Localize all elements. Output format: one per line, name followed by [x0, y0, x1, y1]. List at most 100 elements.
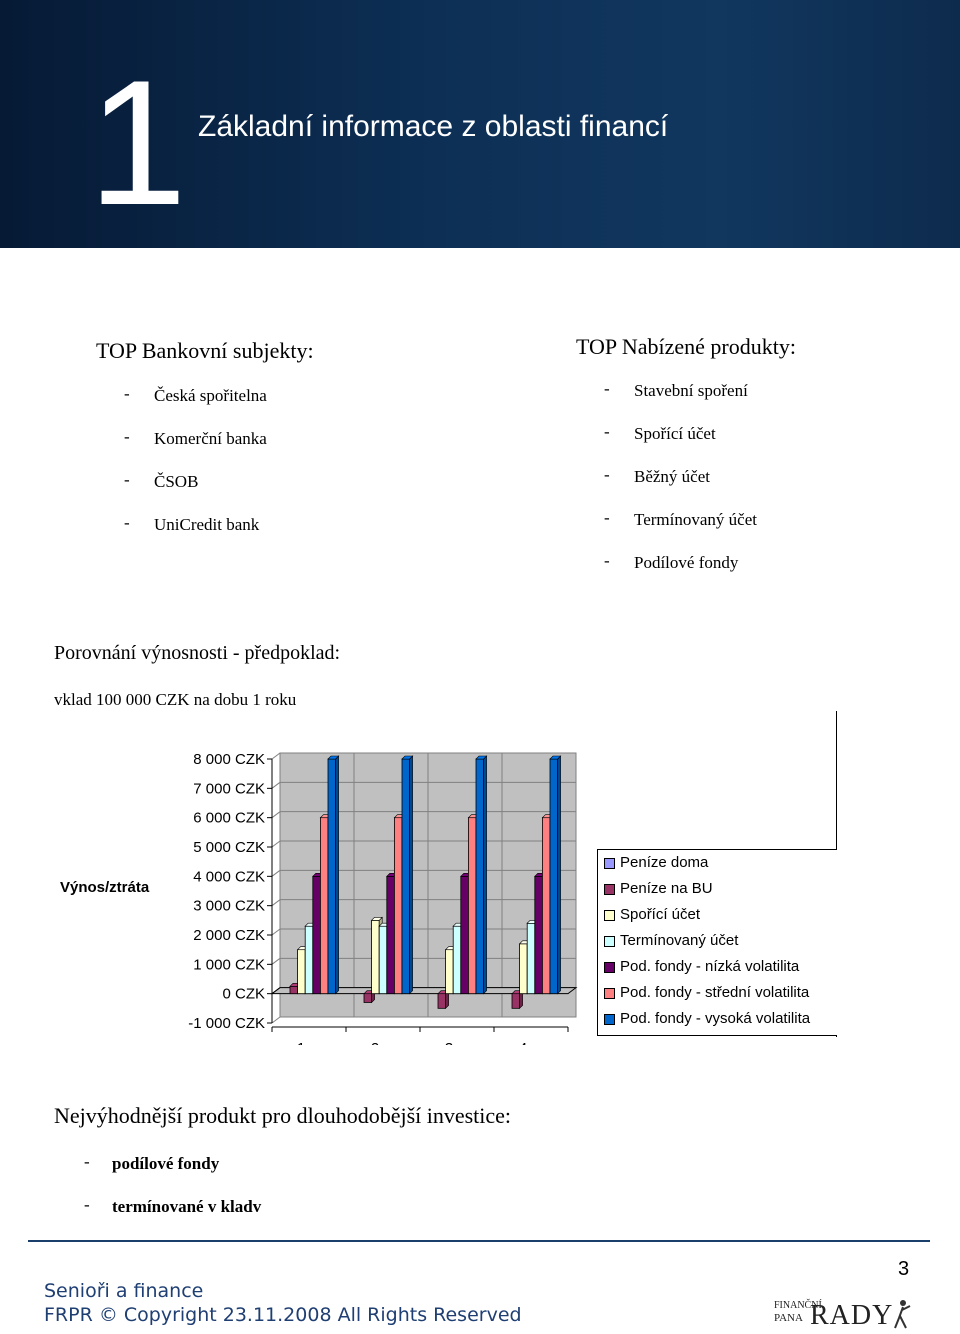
chart-side-gridline [271, 899, 281, 907]
list-item: - Podílové fondy [604, 551, 739, 572]
chart-side-gridline [271, 840, 281, 848]
y-tick-label: 5 000 CZK [193, 839, 265, 856]
figure-icon [894, 1300, 911, 1329]
list-item: - podílové fondy [84, 1152, 220, 1173]
chart-bar [467, 817, 477, 995]
chart-bar [445, 949, 454, 995]
legend-label: Spořící účet [620, 906, 701, 923]
financni-rady-logo: FINANČNÍ PANA RADY [772, 1296, 922, 1332]
products-list: - Stavební spoření - Spořící účet - Běžný ú… [604, 379, 904, 594]
list-item: - UniCredit bank [124, 513, 260, 534]
chart-bar [437, 993, 446, 1009]
chart-bar [511, 993, 520, 1009]
list-item: - Stavební spoření [604, 379, 748, 400]
legend-swatch [604, 988, 615, 999]
chart-bar-side [483, 755, 487, 995]
y-tick-label: -1 000 CZK [188, 1015, 265, 1032]
chart-bar-side [335, 755, 339, 995]
banks-list: - Česká spořitelna - Komerční banka - ČSOB … [124, 384, 424, 556]
chart-bar [297, 949, 306, 995]
chart-bar-top [475, 755, 488, 760]
chart-side-gridline [271, 811, 281, 819]
y-tick-label: 0 CZK [222, 986, 265, 1003]
chart-side-gridline [271, 781, 281, 789]
y-tick-label: 8 000 CZK [193, 751, 265, 768]
chart-bar [475, 758, 484, 995]
list-item: - ČSOB [124, 470, 199, 491]
banks-title: TOP Bankovní subjekty: [96, 338, 314, 363]
best-product-list: - podílové fondy - termínované v kladv [84, 1152, 484, 1238]
chart-bar-side [409, 755, 413, 995]
chart-bar [452, 925, 462, 995]
chart-bar [386, 875, 395, 995]
x-tick-label: 2 [371, 1040, 379, 1045]
chart-bar [363, 993, 372, 1003]
list-item: - termínované v kladv [84, 1195, 262, 1216]
chart-bar-side [557, 755, 561, 995]
legend-swatch [604, 962, 615, 973]
chart-bar [289, 985, 298, 995]
y-tick-label: 7 000 CZK [193, 780, 265, 797]
legend-swatch [604, 1014, 615, 1025]
chart-bar-top [401, 755, 414, 760]
legend-swatch [604, 910, 615, 921]
footer-copyright: FRPR © Copyright 23.11.2008 All Rights R… [44, 1304, 522, 1326]
x-tick-label: 4 [519, 1040, 527, 1045]
comparison-subtitle: vklad 100 000 CZK na dobu 1 roku [54, 690, 297, 709]
legend-swatch [604, 884, 615, 895]
yield-chart: 8 000 CZK 7 000 CZK 6 000 CZK 5 000 CZK 4 00… [188, 751, 578, 1045]
chart-bar [393, 817, 403, 995]
list-item: - Spořící účet [604, 422, 716, 443]
chart-side-gridline [271, 869, 281, 877]
legend-label: Termínovaný účet [620, 932, 739, 949]
chart-bar [371, 919, 380, 995]
y-tick-label: 6 000 CZK [193, 810, 265, 827]
list-item: - Termínovaný účet [604, 508, 757, 529]
footer-divider [28, 1240, 930, 1242]
chart-bar-top [370, 917, 383, 921]
legend-swatch [604, 858, 615, 869]
chart-bar-top [549, 755, 562, 760]
chart-bar [526, 922, 536, 995]
legend-label: Pod. fondy - střední volatilita [620, 984, 810, 1001]
list-item: - Běžný účet [604, 465, 710, 486]
chart-side-gridline [271, 957, 281, 965]
chart-bar [304, 925, 314, 995]
header-banner: 1 Základní informace z oblasti financí [0, 0, 960, 248]
chart-bar [460, 875, 469, 995]
chart-y-axis-label: Výnos/ztráta [60, 879, 150, 896]
logo-text-top: FINANČNÍ [774, 1300, 822, 1311]
comparison-title: Porovnání výnosnosti - předpoklad: [54, 642, 341, 664]
chart-bar [401, 758, 410, 995]
footer-title: Senioři a finance [44, 1280, 204, 1302]
x-tick-label: 1 [297, 1040, 305, 1045]
chart-bar [319, 817, 329, 995]
list-item: - Komerční banka [124, 427, 267, 448]
chart-bar [327, 758, 336, 995]
logo-text-main: RADY [810, 1300, 894, 1331]
chart-legend: Peníze doma Peníze na BU Spořící účet Termí… [597, 849, 837, 1036]
legend-label: Pod. fondy - vysoká volatilita [620, 1010, 811, 1027]
legend-swatch [604, 936, 615, 947]
list-item: - Česká spořitelna [124, 384, 267, 405]
legend-label: Peníze doma [620, 854, 709, 871]
page-number: 3 [898, 1258, 910, 1280]
chart-bar [519, 943, 528, 995]
y-tick-label: 2 000 CZK [193, 927, 265, 944]
chart-bar [312, 875, 321, 995]
logo-text-bottom: PANA [774, 1312, 803, 1324]
y-tick-label: 4 000 CZK [193, 868, 265, 885]
chart-bar [549, 758, 558, 995]
chart-bar-top [327, 755, 340, 760]
products-title: TOP Nabízené produkty: [576, 334, 796, 359]
legend-label: Peníze na BU [620, 880, 713, 897]
chart-side-gridline [271, 928, 281, 936]
best-product-title: Nejvýhodnější produkt pro dlouhodobější … [54, 1103, 512, 1128]
y-tick-label: 3 000 CZK [193, 898, 265, 915]
chapter-number: 1 [88, 43, 187, 242]
legend-label: Pod. fondy - nízká volatilita [620, 958, 800, 975]
chapter-title: Základní informace z oblasti financí [198, 110, 669, 143]
chart-bar [534, 875, 543, 995]
chart-side-gridline [271, 1016, 281, 1024]
y-tick-label: 1 000 CZK [193, 956, 265, 973]
